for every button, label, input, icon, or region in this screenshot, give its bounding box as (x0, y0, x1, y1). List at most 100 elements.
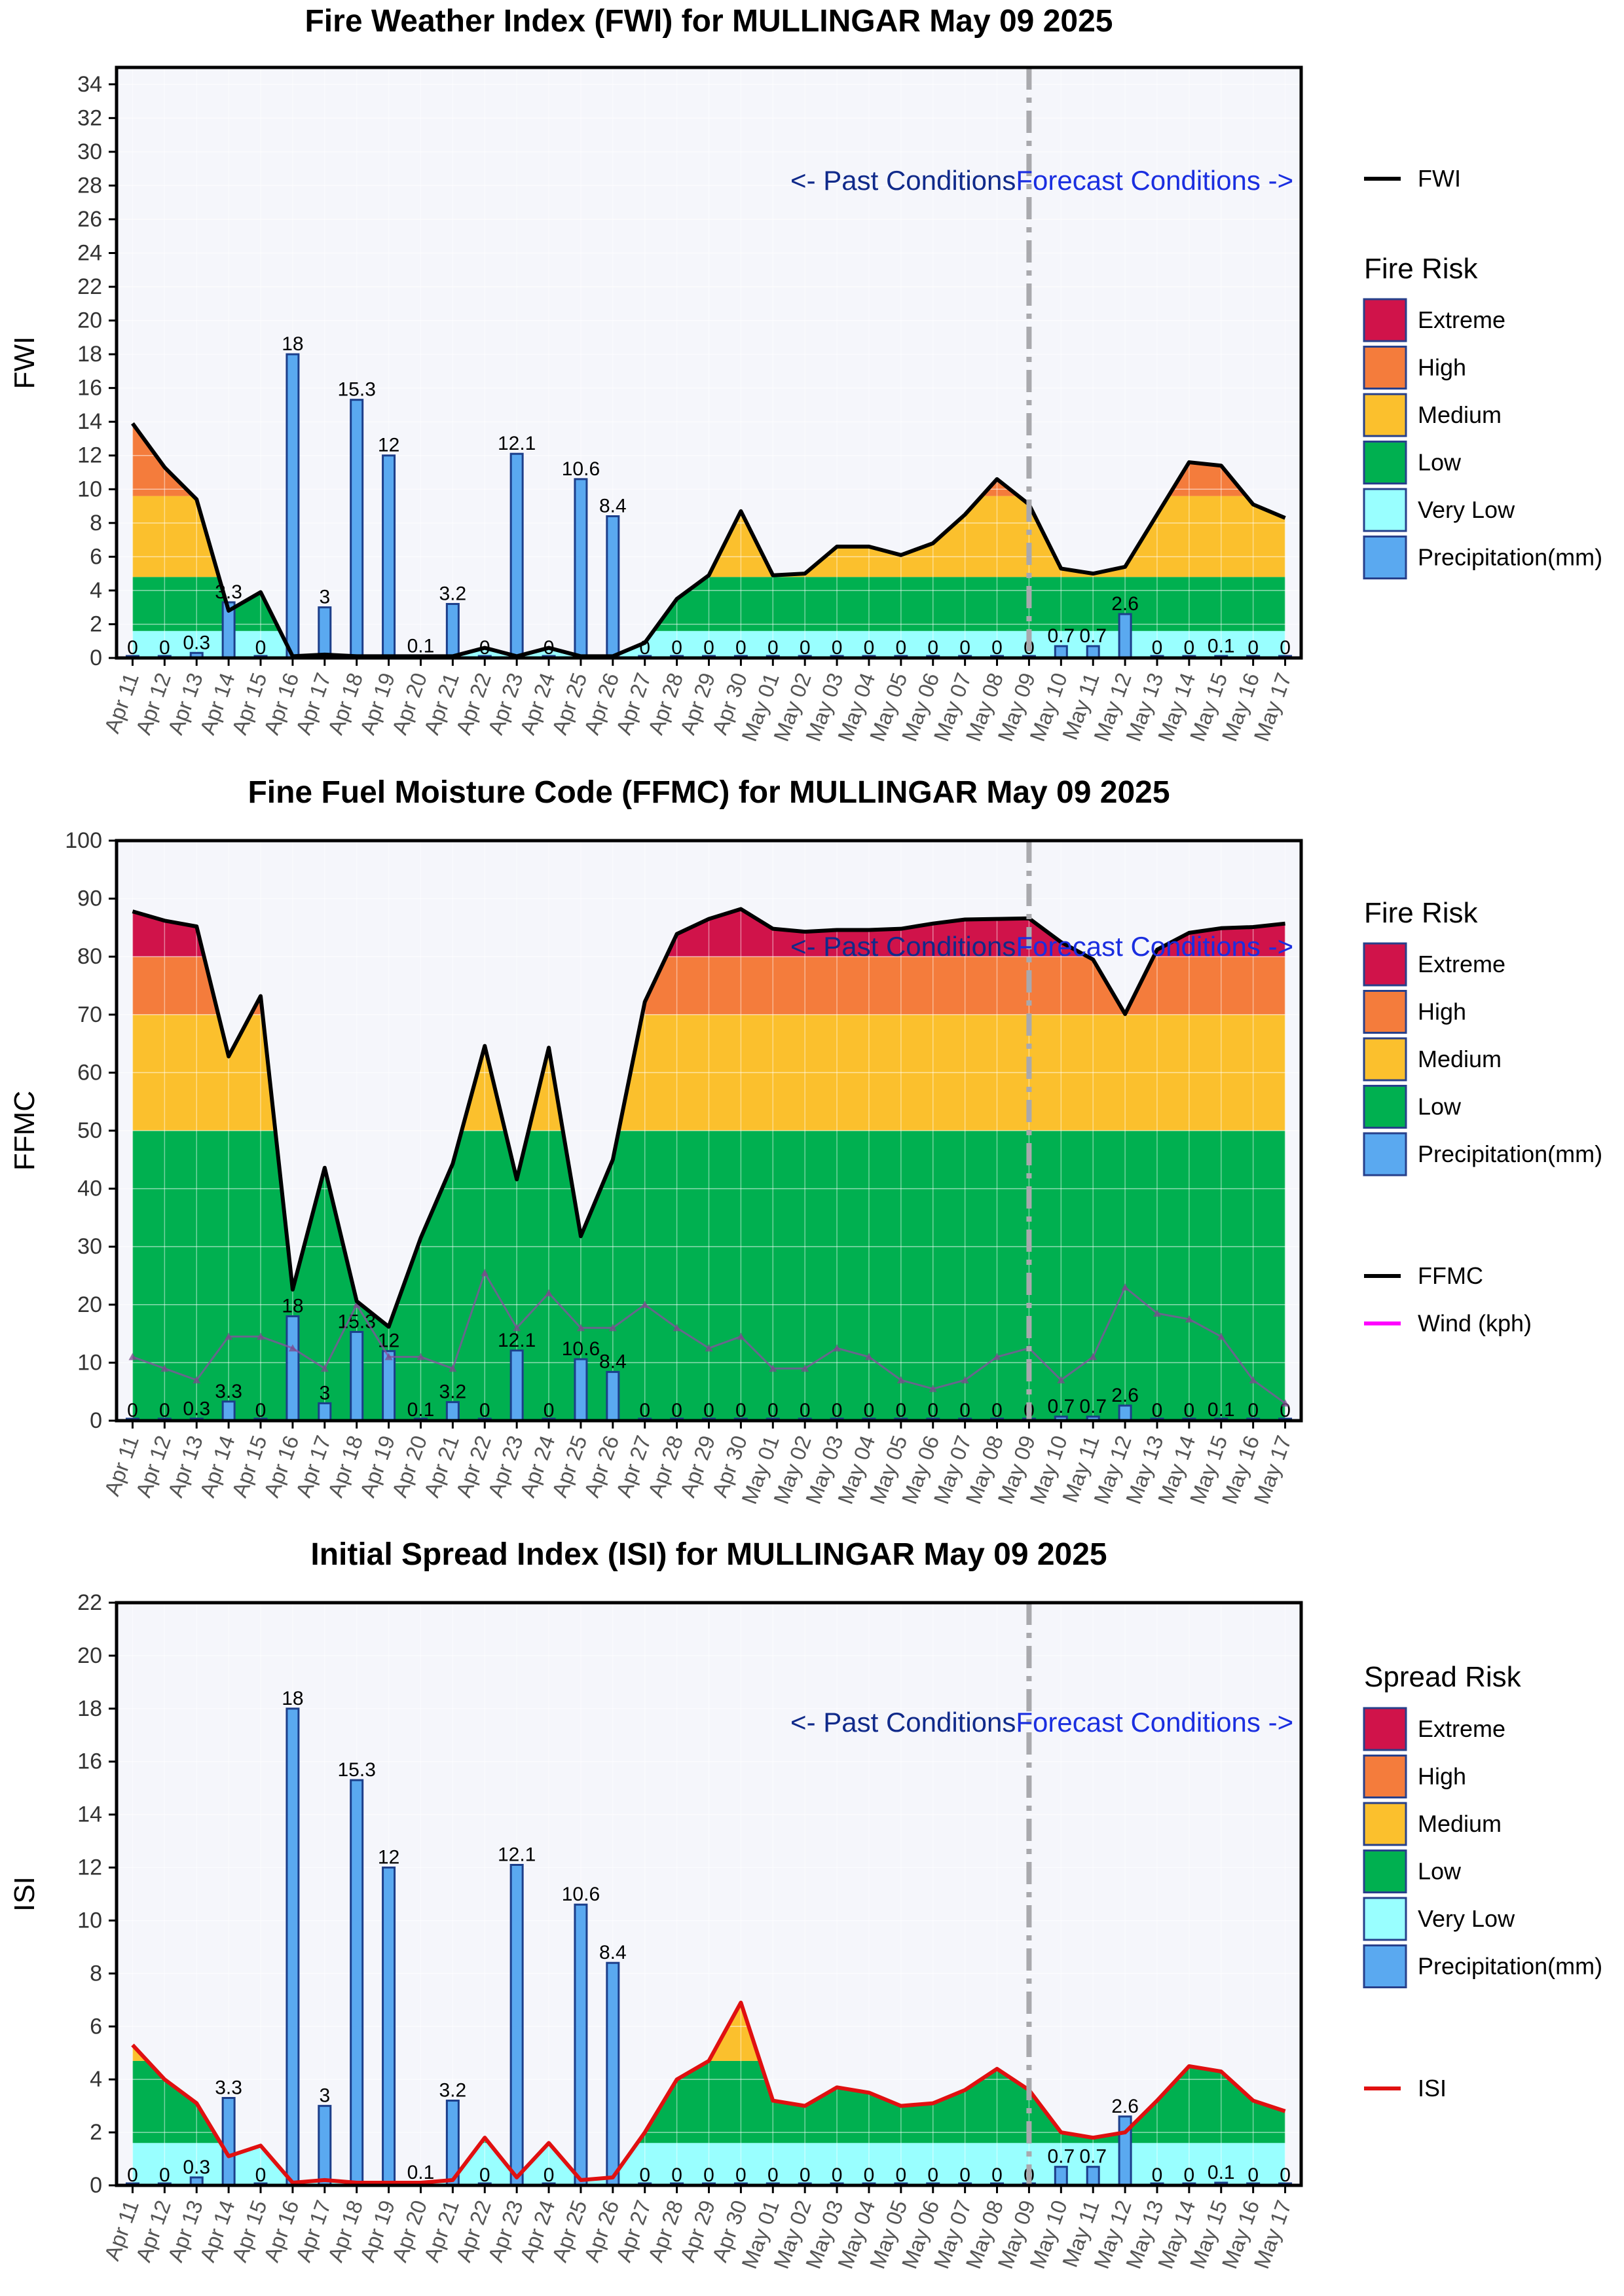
past-conditions-label: <- Past Conditions (790, 1707, 1016, 1738)
precipitation-label: 18 (282, 333, 303, 355)
legend-label: High (1418, 1763, 1466, 1790)
precipitation-bar (509, 1864, 524, 2187)
y-tick-label: 20 (77, 1292, 102, 1317)
precipitation-label: 0.1 (1208, 635, 1235, 657)
y-tick-label: 12 (77, 443, 102, 468)
precipitation-bar (221, 1400, 236, 1422)
legend-label: High (1418, 998, 1466, 1025)
precipitation-label: 0 (959, 637, 970, 659)
precipitation-label: 10.6 (562, 458, 600, 480)
chart-title: Fire Weather Index (FWI) for MULLINGAR M… (304, 4, 1113, 39)
precipitation-bar (445, 603, 460, 659)
precipitation-bar (382, 1350, 396, 1422)
y-tick-label: 2 (90, 611, 102, 636)
wind-point (225, 1332, 233, 1340)
series-line-ffmc (132, 907, 1285, 1329)
precipitation-bar (574, 1903, 588, 2187)
y-axis-label: FWI (9, 337, 41, 390)
precipitation-bar (574, 478, 588, 659)
precipitation-label: 0.1 (407, 2162, 435, 2183)
y-tick-label: 26 (77, 207, 102, 232)
wind-point (1153, 1309, 1161, 1317)
past-conditions-label: <- Past Conditions (790, 165, 1016, 196)
y-tick-label: 90 (77, 886, 102, 911)
precipitation-bar (509, 452, 524, 659)
precipitation-label: 0 (896, 637, 907, 659)
precipitation-label: 0 (1152, 1400, 1163, 1421)
precipitation-label: 0 (800, 637, 811, 659)
y-tick-label: 70 (77, 1002, 102, 1027)
y-axis-label: ISI (9, 1876, 41, 1912)
wind-point (1057, 1376, 1065, 1383)
y-tick-label: 100 (65, 828, 102, 853)
wind-point (352, 1300, 361, 1308)
chart-title: Initial Spread Index (ISI) for MULLINGAR… (310, 1537, 1107, 1572)
legend-title: Spread Risk (1364, 1661, 1522, 1693)
legend-label: High (1418, 354, 1466, 381)
y-tick-label: 34 (77, 72, 102, 97)
precipitation-label: 0 (703, 637, 714, 659)
precipitation-label: 0 (927, 637, 938, 659)
y-tick-label: 4 (90, 578, 102, 603)
precipitation-bar (286, 1707, 300, 2187)
wind-point (416, 1353, 425, 1360)
legend-label: Precipitation(mm) (1418, 1140, 1602, 1167)
wind-point (864, 1353, 873, 1360)
legend-swatch-extreme (1363, 298, 1407, 342)
precipitation-label: 0 (800, 2164, 811, 2186)
legend-label: Extreme (1418, 306, 1505, 333)
wind-point (769, 1364, 777, 1372)
precipitation-label: 0 (991, 2164, 1003, 2186)
precipitation-label: 0 (127, 1400, 138, 1421)
precipitation-label: 0 (1184, 2164, 1195, 2186)
wind-point (961, 1376, 969, 1383)
y-tick-label: 10 (77, 477, 102, 501)
legend-swatch-medium (1363, 1037, 1407, 1082)
precipitation-label: 0.7 (1047, 2146, 1075, 2168)
precipitation-label: 0.1 (407, 1399, 435, 1421)
precipitation-label: 15.3 (337, 379, 375, 401)
legend-label: Very Low (1418, 496, 1515, 523)
y-tick-label: 28 (77, 173, 102, 198)
y-tick-label: 6 (90, 544, 102, 569)
wind-point (801, 1364, 809, 1372)
precipitation-label: 0 (832, 1400, 843, 1421)
precipitation-label: 0 (671, 2164, 682, 2186)
precipitation-label: 0 (671, 1400, 682, 1421)
wind-point (1249, 1376, 1257, 1383)
precipitation-bar (1054, 2166, 1068, 2187)
legend: Spread Risk Extreme High Medium Low Very Low P… (1363, 1661, 1602, 2102)
legend-label: Low (1418, 1093, 1462, 1120)
y-tick-label: 24 (77, 240, 102, 265)
precipitation-label: 0 (703, 2164, 714, 2186)
y-tick-label: 10 (77, 1908, 102, 1933)
precipitation-label: 0.7 (1047, 625, 1075, 647)
precipitation-label: 3.3 (215, 1381, 242, 1402)
precipitation-label: 3 (319, 1382, 330, 1404)
precipitation-bar (221, 2097, 236, 2187)
y-tick-label: 0 (90, 1408, 102, 1433)
legend-swatch-very-low (1363, 488, 1407, 532)
precipitation-bar (350, 1779, 364, 2187)
precipitation-label: 3 (319, 587, 330, 608)
precipitation-label: 0.3 (183, 632, 210, 653)
precipitation-label: 0 (832, 2164, 843, 2186)
y-tick-label: 4 (90, 2067, 102, 2092)
precipitation-label: 0.7 (1079, 2146, 1107, 2168)
legend-label: Very Low (1418, 1905, 1515, 1932)
precipitation-label: 0 (800, 1400, 811, 1421)
wind-point (705, 1344, 713, 1352)
y-tick-label: 16 (77, 376, 102, 401)
precipitation-label: 0 (639, 2164, 650, 2186)
precipitation-label: 12.1 (498, 1330, 536, 1351)
past-conditions-label: <- Past Conditions (790, 931, 1016, 962)
legend-swatch-medium (1363, 393, 1407, 437)
precipitation-bar (1118, 1404, 1132, 1422)
precipitation-label: 0.3 (183, 2157, 210, 2178)
wind-point (896, 1376, 905, 1383)
precipitation-bar (1118, 613, 1132, 659)
legend-label: Precipitation(mm) (1418, 1953, 1602, 1980)
precipitation-label: 18 (282, 1296, 303, 1317)
